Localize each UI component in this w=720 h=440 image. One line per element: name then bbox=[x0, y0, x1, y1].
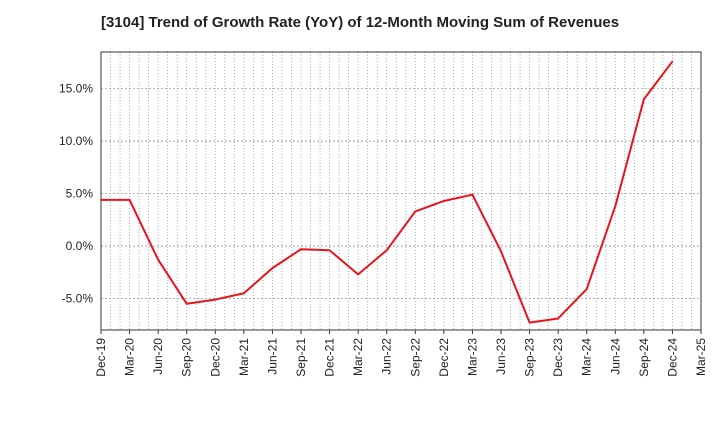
y-tick-label: 10.0% bbox=[59, 134, 93, 148]
x-tick-label: Jun-20 bbox=[151, 338, 165, 375]
plot-area-border bbox=[100, 51, 702, 331]
data-point bbox=[185, 302, 188, 305]
y-tick-label: -5.0% bbox=[62, 292, 94, 306]
series-layer bbox=[100, 60, 674, 324]
data-point bbox=[585, 288, 588, 290]
x-tick-label: Sep-20 bbox=[180, 338, 194, 377]
x-axis: Dec-19 Mar-20 Jun-20 Sep-20 Dec-20 Mar-21 Jun-… bbox=[94, 330, 708, 377]
x-tick-label: Jun-23 bbox=[494, 338, 508, 375]
data-point bbox=[357, 273, 359, 276]
x-tick-label: Mar-25 bbox=[694, 338, 708, 376]
data-point bbox=[614, 205, 617, 208]
x-tick-label: Dec-19 bbox=[94, 338, 108, 377]
x-tick-label: Dec-20 bbox=[208, 338, 222, 377]
data-point bbox=[243, 292, 245, 295]
x-tick-label: Sep-23 bbox=[523, 338, 537, 377]
x-tick-label: Mar-20 bbox=[123, 338, 137, 376]
x-tick-label: Mar-24 bbox=[580, 338, 594, 376]
data-point bbox=[500, 250, 502, 253]
x-tick-label: Mar-23 bbox=[465, 338, 479, 376]
x-tick-label: Dec-24 bbox=[665, 338, 679, 377]
data-point bbox=[643, 98, 645, 101]
data-point bbox=[471, 193, 474, 196]
y-tick-label: 15.0% bbox=[59, 82, 93, 96]
data-point bbox=[328, 249, 331, 252]
x-tick-label: Dec-21 bbox=[323, 338, 337, 377]
x-tick-label: Sep-24 bbox=[637, 338, 651, 377]
x-tick-label: Jun-24 bbox=[608, 338, 622, 375]
x-tick-label: Mar-22 bbox=[351, 338, 365, 376]
y-axis: 15.0% 10.0% 5.0% 0.0% -5.0% bbox=[59, 82, 93, 306]
chart-title: [3104] Trend of Growth Rate (YoY) of 12-… bbox=[100, 14, 620, 31]
data-point bbox=[157, 258, 159, 261]
data-point bbox=[128, 199, 131, 201]
x-tick-label: Jun-21 bbox=[265, 338, 279, 375]
data-point bbox=[214, 298, 217, 301]
x-tick-label: Dec-23 bbox=[551, 338, 565, 377]
data-point bbox=[671, 60, 674, 63]
y-tick-label: 5.0% bbox=[66, 187, 94, 201]
grid bbox=[101, 52, 701, 330]
data-point bbox=[443, 200, 445, 202]
x-tick-label: Sep-22 bbox=[408, 338, 422, 377]
data-point bbox=[271, 267, 274, 269]
x-tick-label: Sep-21 bbox=[294, 338, 308, 377]
data-point bbox=[528, 321, 531, 324]
data-point bbox=[557, 317, 559, 320]
x-tick-label: Dec-22 bbox=[437, 338, 451, 377]
data-point bbox=[414, 210, 417, 213]
x-tick-label: Jun-22 bbox=[380, 338, 394, 375]
data-point bbox=[300, 248, 302, 251]
data-point bbox=[100, 199, 102, 201]
data-point bbox=[385, 249, 388, 252]
y-tick-label: 0.0% bbox=[66, 239, 94, 253]
x-tick-label: Mar-21 bbox=[237, 338, 251, 376]
